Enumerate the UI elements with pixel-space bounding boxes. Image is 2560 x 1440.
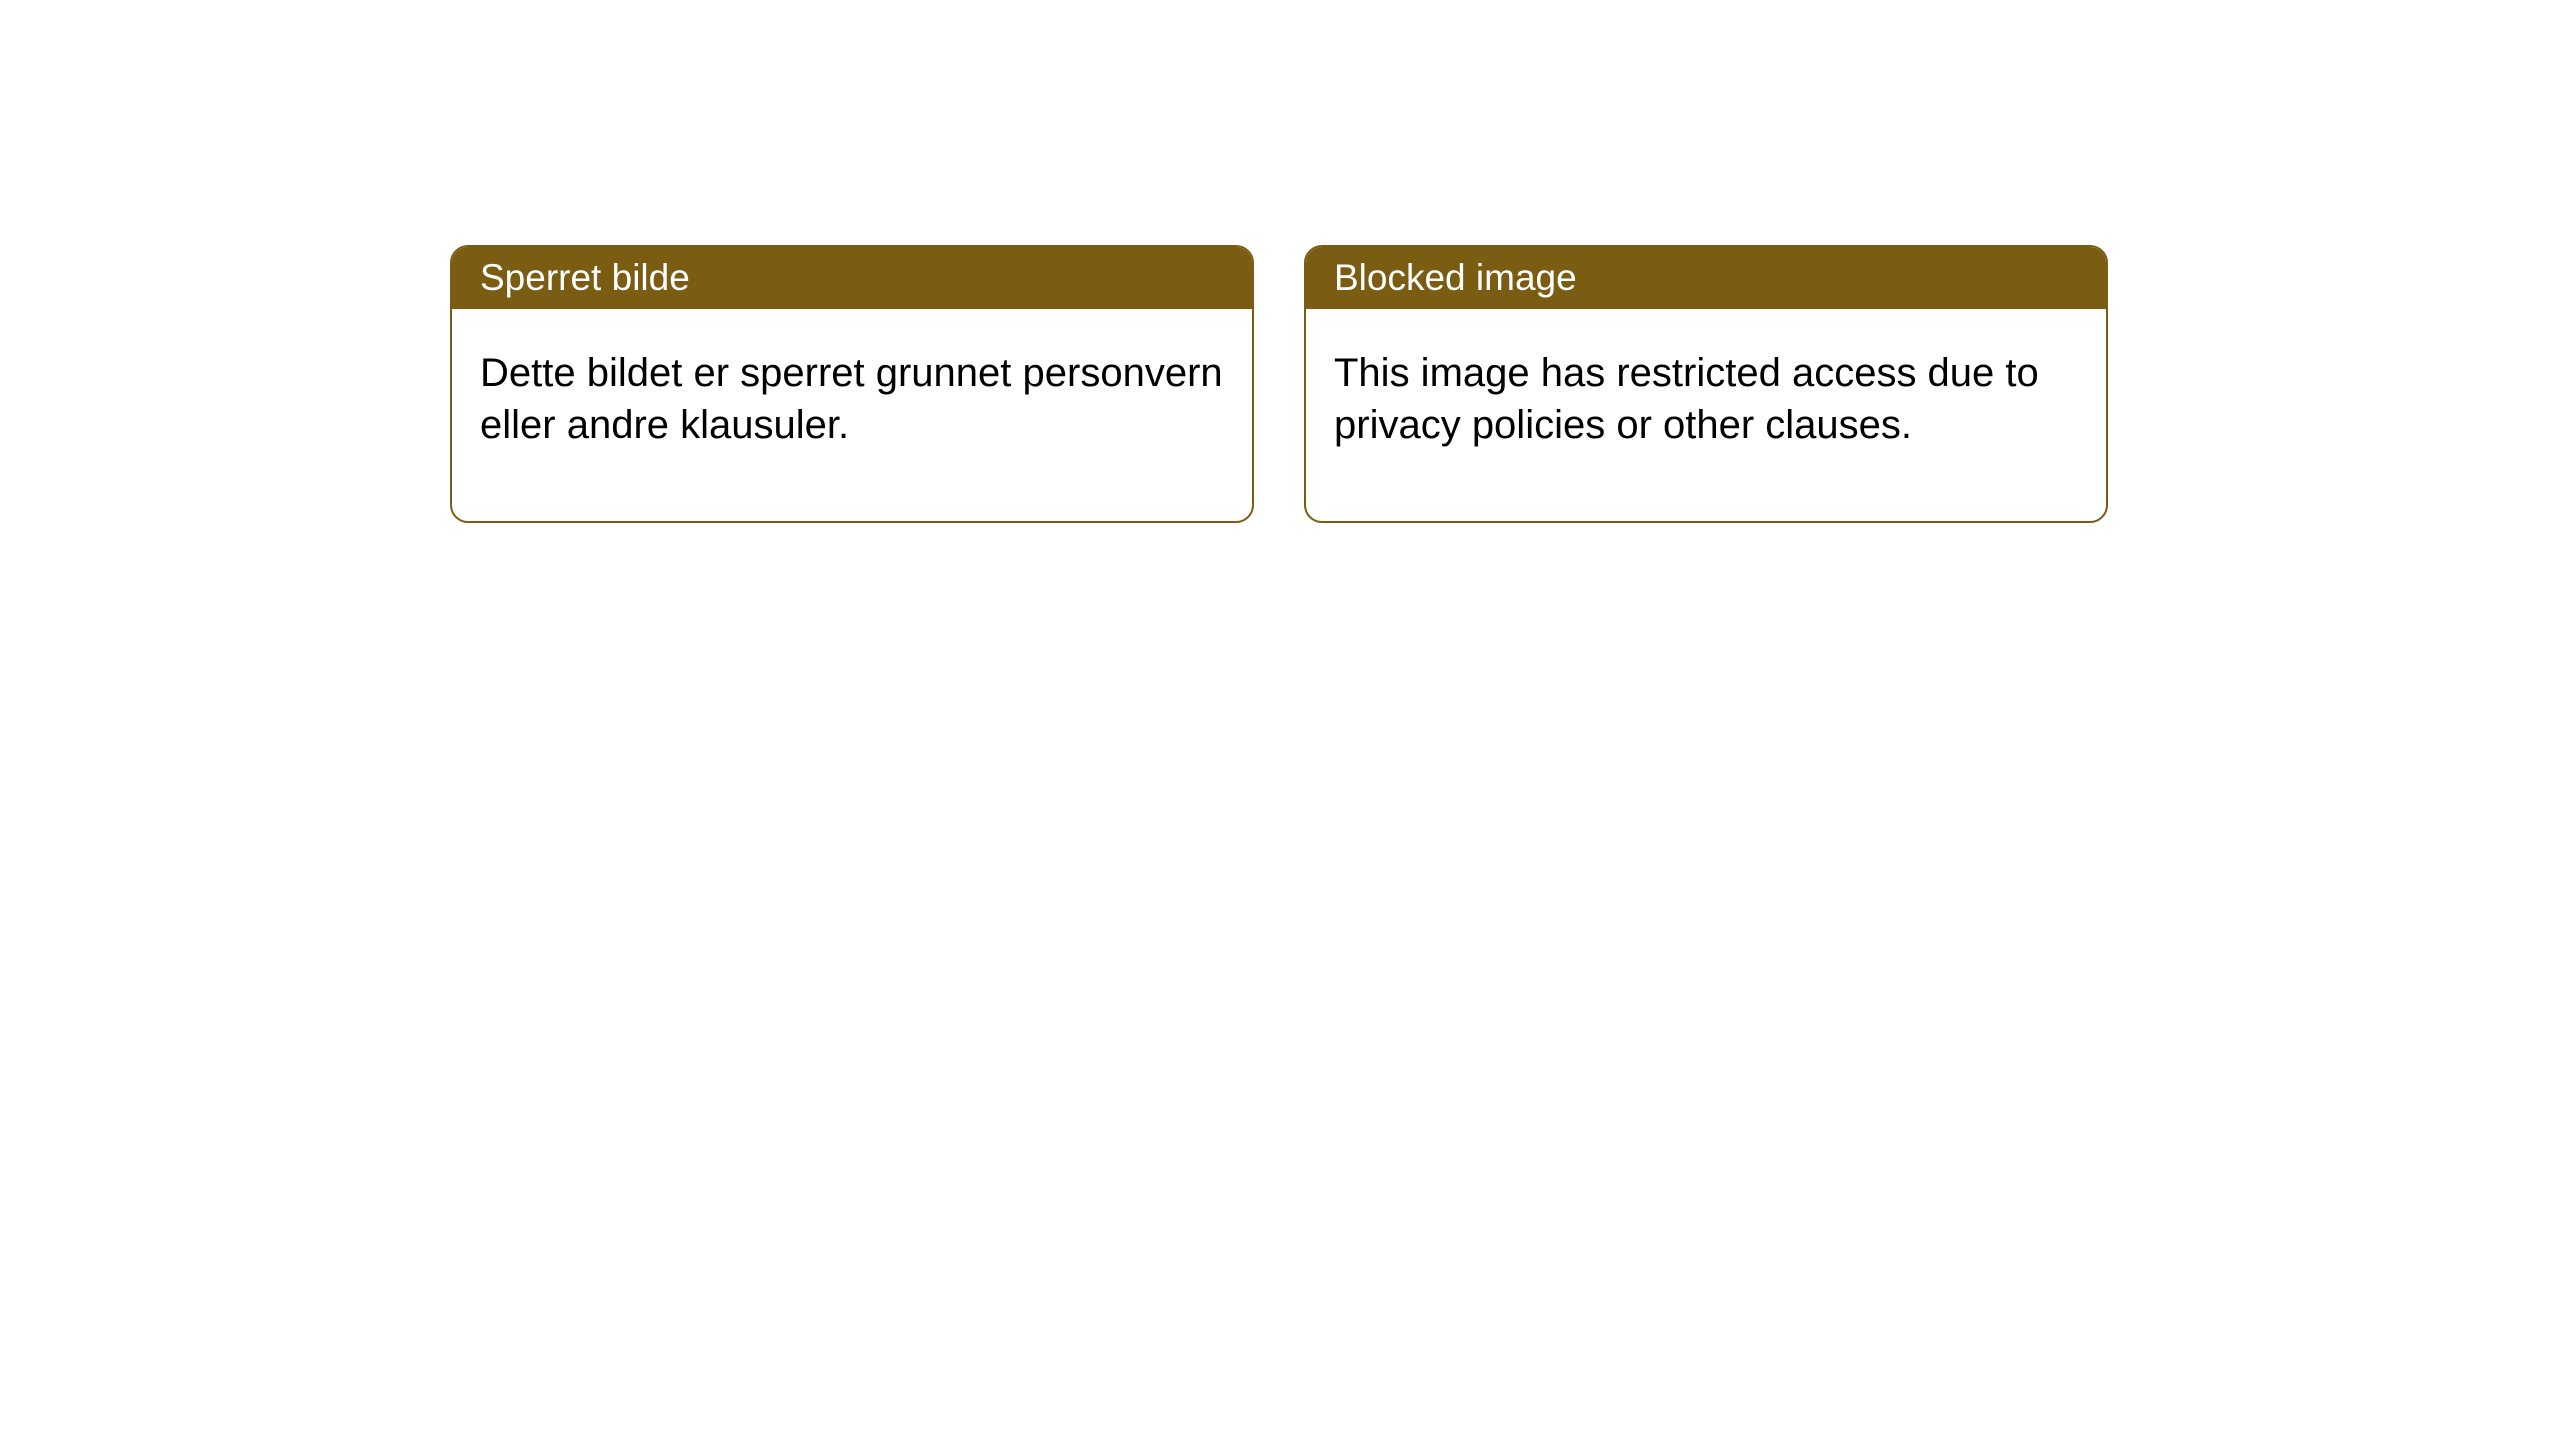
card-header-text: Blocked image [1334, 257, 1577, 298]
card-body-text: This image has restricted access due to … [1334, 351, 2039, 447]
notice-card-norwegian: Sperret bilde Dette bildet er sperret gr… [450, 245, 1254, 523]
card-body: This image has restricted access due to … [1306, 309, 2106, 521]
notice-card-english: Blocked image This image has restricted … [1304, 245, 2108, 523]
card-body: Dette bildet er sperret grunnet personve… [452, 309, 1252, 521]
card-header: Sperret bilde [452, 247, 1252, 309]
card-header: Blocked image [1306, 247, 2106, 309]
card-body-text: Dette bildet er sperret grunnet personve… [480, 351, 1223, 447]
notice-container: Sperret bilde Dette bildet er sperret gr… [0, 0, 2560, 523]
card-header-text: Sperret bilde [480, 257, 690, 298]
